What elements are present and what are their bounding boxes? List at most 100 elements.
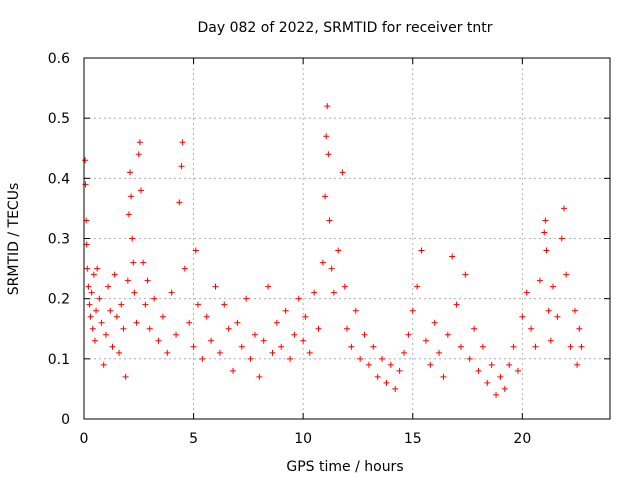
data-point	[194, 301, 201, 308]
data-point	[98, 319, 105, 326]
data-point	[225, 325, 232, 332]
data-point	[457, 343, 464, 350]
data-point	[357, 355, 364, 362]
data-point	[243, 295, 250, 302]
data-point	[144, 277, 151, 284]
data-point	[85, 283, 92, 290]
data-point	[216, 349, 223, 356]
data-point	[576, 325, 583, 332]
data-point	[497, 373, 504, 380]
x-tick-label: 5	[189, 431, 198, 447]
data-point	[251, 331, 258, 338]
data-point	[558, 235, 565, 242]
data-point	[136, 139, 143, 146]
data-point	[462, 271, 469, 278]
data-point	[186, 319, 193, 326]
data-point	[300, 337, 307, 344]
data-point	[151, 295, 158, 302]
data-point	[116, 349, 123, 356]
data-point	[536, 277, 543, 284]
data-point	[93, 307, 100, 314]
data-point	[83, 241, 90, 248]
data-point	[560, 205, 567, 212]
data-point	[554, 313, 561, 320]
data-point	[541, 229, 548, 236]
data-point	[528, 325, 535, 332]
data-point	[567, 343, 574, 350]
data-point	[118, 301, 125, 308]
data-point	[471, 325, 478, 332]
data-point	[127, 169, 134, 176]
data-point	[94, 265, 101, 272]
data-point	[484, 379, 491, 386]
data-point	[449, 253, 456, 260]
data-point	[230, 367, 237, 374]
data-point	[140, 259, 147, 266]
data-point	[383, 379, 390, 386]
data-point	[436, 349, 443, 356]
data-point	[335, 247, 342, 254]
data-point	[543, 247, 550, 254]
data-point	[82, 157, 89, 164]
chart-title: Day 082 of 2022, SRMTID for receiver tnt…	[197, 20, 492, 36]
data-point	[453, 301, 460, 308]
data-point	[479, 343, 486, 350]
data-point	[370, 343, 377, 350]
data-point	[431, 319, 438, 326]
data-point	[444, 331, 451, 338]
x-axis-label: GPS time / hours	[286, 459, 403, 475]
y-tick-label: 0.3	[48, 232, 70, 248]
data-points	[82, 103, 585, 398]
data-point	[361, 331, 368, 338]
data-point	[501, 385, 508, 392]
x-tick-label: 20	[513, 431, 531, 447]
data-point	[96, 295, 103, 302]
data-point	[466, 355, 473, 362]
data-point	[84, 265, 91, 272]
y-tick-label: 0.4	[48, 171, 70, 187]
data-point	[120, 325, 127, 332]
data-point	[133, 319, 140, 326]
y-tick-label: 0.2	[48, 292, 70, 308]
y-tick-label: 0.6	[48, 51, 70, 67]
data-point	[173, 331, 180, 338]
data-point	[422, 337, 429, 344]
data-point	[379, 355, 386, 362]
data-point	[295, 295, 302, 302]
data-point	[107, 307, 114, 314]
data-point	[247, 355, 254, 362]
data-point	[164, 349, 171, 356]
data-point	[137, 187, 144, 194]
data-point	[324, 103, 331, 110]
data-point	[89, 325, 96, 332]
data-point	[330, 289, 337, 296]
data-point	[131, 289, 138, 296]
data-point	[352, 307, 359, 314]
data-point	[190, 343, 197, 350]
data-point	[203, 313, 210, 320]
data-point	[488, 361, 495, 368]
data-point	[427, 361, 434, 368]
data-point	[128, 193, 135, 200]
data-point	[113, 313, 120, 320]
data-point	[405, 331, 412, 338]
data-point	[514, 367, 521, 374]
data-point	[563, 271, 570, 278]
data-point	[440, 373, 447, 380]
data-point	[365, 361, 372, 368]
data-point	[155, 337, 162, 344]
data-point	[111, 271, 118, 278]
data-point	[325, 151, 332, 158]
data-point	[221, 301, 228, 308]
data-point	[409, 307, 416, 314]
data-point	[109, 343, 116, 350]
data-point	[348, 343, 355, 350]
data-point	[122, 373, 129, 380]
data-point	[125, 211, 132, 218]
data-point	[159, 313, 166, 320]
data-point	[100, 361, 107, 368]
data-point	[532, 343, 539, 350]
data-point	[88, 289, 95, 296]
data-point	[315, 325, 322, 332]
